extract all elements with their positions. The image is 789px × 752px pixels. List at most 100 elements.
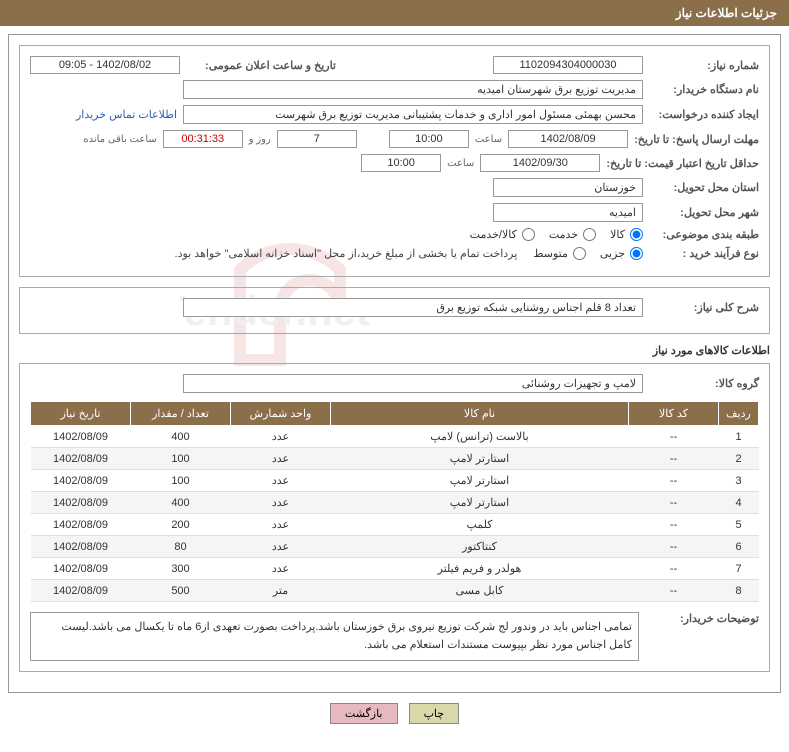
pt-minor-option[interactable]: جزیی [600,247,643,260]
table-cell-n: 1 [719,426,759,448]
table-cell-code: -- [629,580,719,602]
buyer-org-label: نام دستگاه خریدار: [649,83,759,96]
cat-goods-radio[interactable] [630,228,643,241]
table-cell-qty: 400 [131,492,231,514]
table-cell-name: استارتر لامپ [331,448,629,470]
table-cell-qty: 100 [131,470,231,492]
table-cell-name: کابل مسی [331,580,629,602]
table-cell-code: -- [629,448,719,470]
pt-medium-option[interactable]: متوسط [533,247,586,260]
print-button[interactable]: چاپ [409,703,460,724]
th-name: نام کالا [331,402,629,426]
buyer-contact-link[interactable]: اطلاعات تماس خریدار [76,108,177,121]
category-label: طبقه بندی موضوعی: [649,228,759,241]
table-cell-date: 1402/08/09 [31,558,131,580]
deadline-time: 10:00 [389,130,469,148]
table-cell-unit: عدد [231,558,331,580]
city-value: امیدیه [493,203,643,222]
summary-value: تعداد 8 قلم اجناس روشنایی شبکه توزیع برق [183,298,643,317]
table-cell-unit: عدد [231,448,331,470]
buyer-org-value: مدیریت توزیع برق شهرستان امیدیه [183,80,643,99]
table-cell-name: هولدر و فریم فیلتر [331,558,629,580]
purchase-type-radio-group: جزیی متوسط [533,247,643,260]
group-value: لامپ و تجهیزات روشنائی [183,374,643,393]
cat-both-option[interactable]: کالا/خدمت [470,228,535,241]
deadline-date: 1402/08/09 [508,130,628,148]
table-cell-date: 1402/08/09 [31,470,131,492]
remaining-value: 00:31:33 [163,130,243,148]
table-cell-date: 1402/08/09 [31,492,131,514]
table-row: 3--استارتر لامپعدد1001402/08/09 [31,470,759,492]
deadline-label: مهلت ارسال پاسخ: تا تاریخ: [634,133,759,146]
province-value: خوزستان [493,178,643,197]
page-header: جزئیات اطلاعات نیاز [0,0,789,26]
table-cell-qty: 500 [131,580,231,602]
announce-label: تاریخ و ساعت اعلان عمومی: [186,59,336,72]
pt-medium-radio[interactable] [573,247,586,260]
table-cell-code: -- [629,514,719,536]
th-date: تاریخ نیاز [31,402,131,426]
table-cell-code: -- [629,426,719,448]
table-cell-unit: عدد [231,470,331,492]
table-cell-name: استارتر لامپ [331,492,629,514]
th-row: ردیف [719,402,759,426]
days-value: 7 [277,130,357,148]
table-row: 8--کابل مسیمتر5001402/08/09 [31,580,759,602]
table-cell-qty: 300 [131,558,231,580]
back-button[interactable]: بازگشت [330,703,398,724]
table-cell-date: 1402/08/09 [31,426,131,448]
table-cell-qty: 80 [131,536,231,558]
table-cell-n: 3 [719,470,759,492]
validity-label: حداقل تاریخ اعتبار قیمت: تا تاریخ: [606,157,759,170]
table-cell-date: 1402/08/09 [31,514,131,536]
cat-service-radio[interactable] [583,228,596,241]
table-cell-qty: 400 [131,426,231,448]
table-cell-n: 6 [719,536,759,558]
info-fieldset: شماره نیاز: 1102094304000030 تاریخ و ساع… [19,45,770,277]
items-fieldset: گروه کالا: لامپ و تجهیزات روشنائی ردیف ک… [19,363,770,672]
table-row: 5--کلمپعدد2001402/08/09 [31,514,759,536]
table-cell-n: 7 [719,558,759,580]
main-container: AriaTender.net شماره نیاز: 1102094304000… [8,34,781,693]
requester-value: محسن بهمئی مسئول امور اداری و خدمات پشتی… [183,105,643,124]
th-code: کد کالا [629,402,719,426]
table-cell-date: 1402/08/09 [31,580,131,602]
cat-service-option[interactable]: خدمت [549,228,596,241]
table-cell-unit: عدد [231,536,331,558]
table-cell-unit: عدد [231,492,331,514]
table-row: 7--هولدر و فریم فیلترعدد3001402/08/09 [31,558,759,580]
purchase-note: پرداخت تمام یا بخشی از مبلغ خرید،از محل … [175,247,518,260]
province-label: استان محل تحویل: [649,181,759,194]
summary-fieldset: شرح کلی نیاز: تعداد 8 قلم اجناس روشنایی … [19,287,770,334]
items-table: ردیف کد کالا نام کالا واحد شمارش تعداد /… [30,401,759,602]
table-cell-name: استارتر لامپ [331,470,629,492]
remaining-label: ساعت باقی مانده [83,134,156,145]
table-cell-name: کنتاکتور [331,536,629,558]
city-label: شهر محل تحویل: [649,206,759,219]
validity-time: 10:00 [361,154,441,172]
pt-minor-radio[interactable] [630,247,643,260]
table-cell-unit: متر [231,580,331,602]
table-cell-code: -- [629,470,719,492]
days-label: روز و [249,134,271,145]
page-title: جزئیات اطلاعات نیاز [676,6,777,20]
group-label: گروه کالا: [649,377,759,390]
time-label-1: ساعت [475,134,502,145]
table-row: 6--کنتاکتورعدد801402/08/09 [31,536,759,558]
validity-date: 1402/09/30 [480,154,600,172]
need-no-value: 1102094304000030 [493,56,643,74]
cat-goods-option[interactable]: کالا [610,228,643,241]
table-cell-n: 2 [719,448,759,470]
table-cell-code: -- [629,558,719,580]
category-radio-group: کالا خدمت کالا/خدمت [470,228,643,241]
table-cell-n: 4 [719,492,759,514]
table-row: 2--استارتر لامپعدد1001402/08/09 [31,448,759,470]
table-cell-qty: 200 [131,514,231,536]
items-title: اطلاعات کالاهای مورد نیاز [19,344,770,357]
table-cell-code: -- [629,536,719,558]
cat-both-radio[interactable] [522,228,535,241]
action-bar: چاپ بازگشت [0,703,789,724]
table-cell-code: -- [629,492,719,514]
time-label-2: ساعت [447,158,474,169]
requester-label: ایجاد کننده درخواست: [649,108,759,121]
